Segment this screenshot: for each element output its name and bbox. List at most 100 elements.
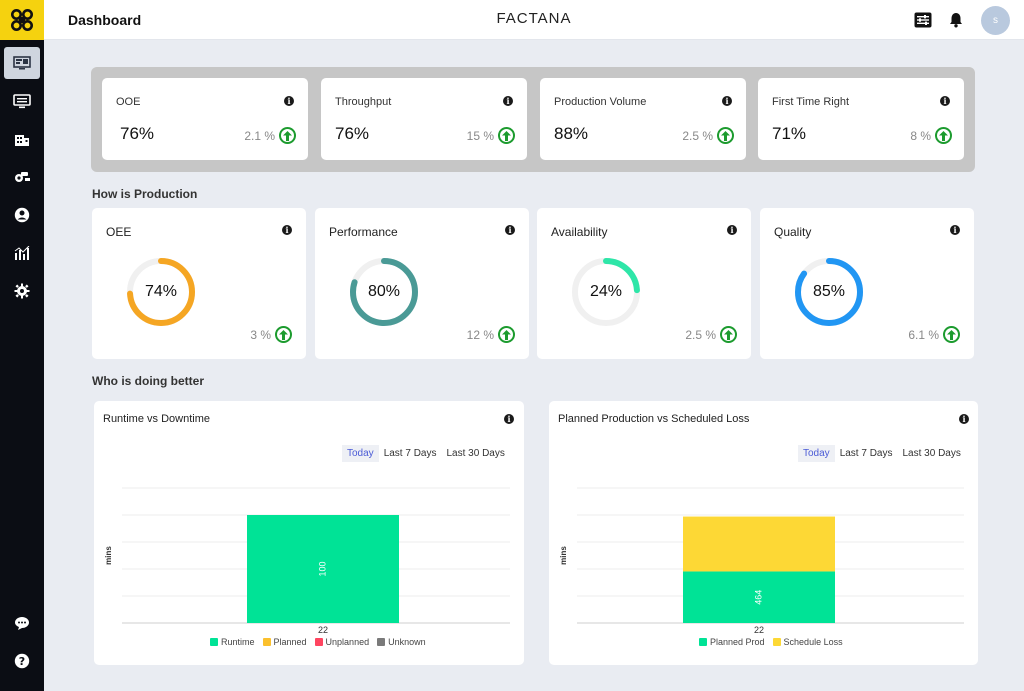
kpi-title: Production Volume [554,96,647,108]
gauge-value: 85% [812,283,846,300]
gauge-delta-value: 12 % [466,327,494,342]
legend-label: Schedule Loss [783,637,843,647]
legend-item[interactable]: Schedule Loss [772,637,843,647]
legend-item[interactable]: Runtime [210,637,255,647]
avatar[interactable]: s [981,6,1010,35]
nav-machines[interactable] [0,158,44,196]
arrow-up-icon [943,326,960,343]
tab-last-30-days[interactable]: Last 30 Days [902,448,961,459]
arrow-up-icon [498,127,515,144]
gauge-card-quality: Quality i 85% 6.1 % [760,208,974,359]
nav-monitor[interactable] [0,82,44,120]
gauge-ring [572,258,640,326]
legend-label: Runtime [221,637,255,647]
tab-last-30-days[interactable]: Last 30 Days [446,448,505,459]
arrow-up-icon [717,127,734,144]
tab-today[interactable]: Today [798,445,835,462]
kpi-card-production-volume: Production Volume i 88% 2.5 % [540,78,746,160]
chart-card-planned: Planned Production vs Scheduled Loss i T… [549,401,978,665]
nav-plants[interactable] [0,120,44,158]
nav-analytics[interactable] [0,234,44,272]
chart-legend: Runtime Planned Unplanned Unknown [210,637,426,647]
help-icon: ? [14,653,30,669]
legend-item[interactable]: Planned [262,637,307,647]
nav-dashboard[interactable] [0,44,44,82]
kpi-delta: 8 % [910,127,952,144]
gauge-title: Availability [551,225,608,239]
legend-label: Unplanned [325,637,370,647]
legend-item[interactable]: Unknown [377,637,426,647]
gauge-ring [350,258,418,326]
legend-swatch [377,638,386,646]
tab-today[interactable]: Today [342,445,379,462]
sidebar: ? [0,0,44,691]
kpi-delta-value: 2.1 % [244,128,275,143]
legend-item[interactable]: Planned Prod [699,637,765,647]
bar-schedule-loss[interactable] [683,516,835,572]
gauge-ring [127,258,195,326]
info-icon[interactable]: i [950,225,960,235]
gauge-title: OEE [106,225,132,239]
dashboard-icon [13,56,31,70]
legend-swatch [210,638,218,646]
tab-last-7-days[interactable]: Last 7 Days [839,448,893,459]
info-icon[interactable]: i [504,414,514,424]
kpi-delta: 15 % [467,127,515,144]
nav-users[interactable] [0,196,44,234]
nav-settings[interactable] [0,272,44,310]
nav-chat[interactable] [0,604,44,642]
kpi-value: 76% [335,124,370,143]
section-title-production: How is Production [92,187,198,201]
info-icon[interactable]: i [727,225,737,235]
bar-planned-prod[interactable] [683,571,835,623]
kpi-value: 71% [772,124,807,143]
range-tabs: Today Last 7 Days Last 30 Days [798,445,966,462]
gauge-title: Performance [329,225,398,239]
info-icon[interactable]: i [282,225,292,235]
kpi-delta: 2.1 % [244,127,296,144]
info-icon[interactable]: i [959,414,969,424]
kpi-title: OOE [116,96,141,108]
notifications-button[interactable] [946,10,966,30]
gauge-delta-value: 6.1 % [908,327,939,342]
filter-settings-button[interactable] [913,10,933,30]
bar-runtime[interactable] [247,515,399,623]
sliders-icon [914,12,932,28]
y-axis-label: mins [559,546,568,565]
info-icon[interactable]: i [940,96,950,106]
gauge-arc [127,258,195,326]
legend-label: Planned [273,637,307,647]
info-icon[interactable]: i [503,96,513,106]
monitor-icon [13,93,31,108]
y-axis-label: mins [104,546,113,565]
nav-help[interactable]: ? [0,642,44,680]
app-logo[interactable] [0,0,44,40]
gauge-title: Quality [774,225,812,239]
legend-item[interactable]: Unplanned [314,637,370,647]
info-icon[interactable]: i [505,225,515,235]
legend-swatch [262,638,271,646]
gauge-arc [795,258,863,326]
info-icon[interactable]: i [284,96,294,106]
chat-icon [15,616,29,630]
section-title-better: Who is doing better [92,374,204,388]
kpi-value: 76% [120,124,155,143]
kpi-panel: OOE i 76% 2.1 % Throughput i 76% 15 % Pr… [91,67,975,172]
gauge-delta: 2.5 % [685,326,737,343]
chart-legend: Planned Prod Schedule Loss [699,637,843,647]
kpi-delta: 2.5 % [682,127,734,144]
data-label: 100 [317,561,327,576]
gauge-value: 24% [589,283,623,300]
svg-text:?: ? [19,655,25,668]
info-icon[interactable]: i [722,96,732,106]
gauge-delta: 12 % [467,326,515,343]
gauge-card-performance: Performance i 80% 12 % [315,208,529,359]
legend-label: Planned Prod [710,637,765,647]
kpi-title: Throughput [335,96,392,108]
runtime-chart: mins 100 22 [104,487,510,635]
chart-card-runtime: Runtime vs Downtime i Today Last 7 Days … [94,401,524,665]
tab-last-7-days[interactable]: Last 7 Days [383,448,437,459]
machine-icon [15,172,30,182]
gauge-value: 80% [367,283,401,300]
planned-chart: mins 464 22 [559,487,964,635]
